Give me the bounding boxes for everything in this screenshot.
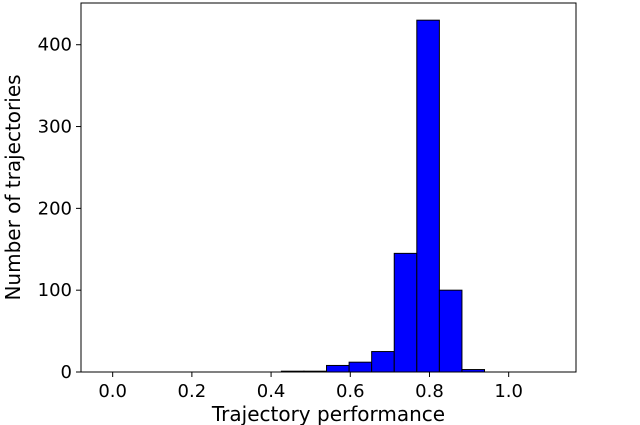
x-tick-label: 1.0 [494, 381, 523, 402]
histogram-bar [348, 361, 373, 373]
plot-frame [80, 2, 577, 373]
histogram-bar [326, 364, 350, 373]
x-tick-label: 0.6 [336, 381, 365, 402]
y-tick-label: 200 [38, 198, 72, 219]
x-axis-ticks: 0.0 0.2 0.4 0.6 0.8 1.0 [98, 372, 523, 402]
x-tick-label: 0.0 [98, 381, 127, 402]
x-tick-label: 0.4 [257, 381, 286, 402]
histogram-bar [393, 252, 418, 373]
y-tick-label: 400 [38, 35, 72, 56]
y-tick-label: 100 [38, 280, 72, 301]
histogram-bar [371, 351, 395, 373]
histogram-bars [280, 19, 486, 373]
y-axis-ticks: 0 100 200 300 400 [38, 35, 81, 383]
y-tick-label: 300 [38, 117, 72, 138]
histogram-bar [416, 19, 440, 373]
histogram-bar [438, 289, 463, 373]
x-tick-label: 0.2 [178, 381, 207, 402]
y-tick-label: 0 [61, 362, 72, 383]
x-tick-label: 0.8 [415, 381, 444, 402]
y-axis-label: Number of trajectories [1, 74, 25, 300]
x-axis-label: Trajectory performance [211, 402, 445, 425]
